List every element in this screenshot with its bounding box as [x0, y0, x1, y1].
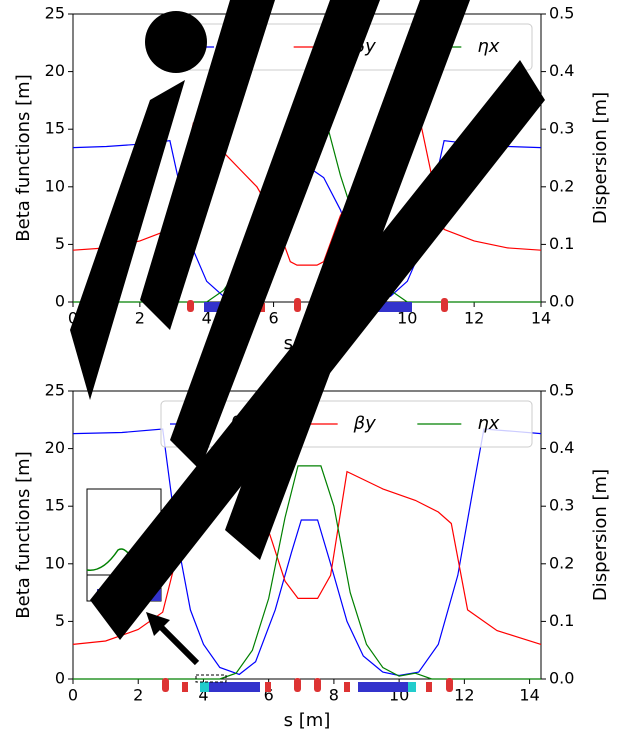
- legend-label: ηx: [477, 36, 499, 57]
- plot-area: [72, 13, 542, 303]
- y2-axis-label: Dispersion [m]: [590, 92, 611, 224]
- y-tick-label: 5: [55, 611, 65, 630]
- y-tick-label: 15: [45, 119, 65, 138]
- series-line: [73, 465, 541, 680]
- x-tick-label: 2: [135, 309, 145, 328]
- x-tick-label: 4: [198, 686, 208, 705]
- x-tick-label: 0: [68, 686, 78, 705]
- y2-axis-label: Dispersion [m]: [590, 469, 611, 601]
- x-tick-label: 6: [264, 686, 274, 705]
- x-tick-label: 12: [464, 309, 484, 328]
- y-tick-label: 25: [45, 4, 65, 23]
- x-tick-label: 0: [68, 309, 78, 328]
- y2-tick-label: 0.0: [549, 669, 574, 688]
- y2-tick-label: 0.4: [549, 438, 574, 457]
- y2-tick-label: 0.3: [549, 119, 574, 138]
- watermark: [70, 0, 545, 640]
- y2-tick-label: 0.5: [549, 381, 574, 400]
- legend-label: βy: [353, 413, 376, 434]
- x-tick-label: 10: [397, 309, 417, 328]
- y2-tick-label: 0.2: [549, 553, 574, 572]
- y-axis-label: Beta functions [m]: [13, 451, 34, 618]
- series-line: [72, 470, 542, 645]
- y2-tick-label: 0.3: [549, 496, 574, 515]
- y2-tick-label: 0.1: [549, 234, 574, 253]
- x-tick-label: 8: [329, 686, 339, 705]
- arrow: [146, 612, 200, 666]
- y-tick-label: 10: [45, 176, 65, 195]
- y-tick-label: 25: [45, 381, 65, 400]
- x-tick-label: 12: [454, 686, 474, 705]
- magnet-layout: [162, 674, 453, 692]
- x-tick-label: 14: [531, 309, 551, 328]
- x-tick-label: 6: [268, 309, 278, 328]
- y-axis-label: Beta functions [m]: [13, 74, 34, 241]
- x-tick-label: 4: [202, 309, 212, 328]
- x-axis-label: s [m]: [284, 710, 331, 731]
- y2-tick-label: 0.5: [549, 4, 574, 23]
- y-tick-label: 0: [55, 292, 65, 311]
- y-tick-label: 20: [45, 61, 65, 80]
- y2-tick-label: 0.0: [549, 292, 574, 311]
- y-tick-label: 10: [45, 553, 65, 572]
- x-tick-label: 14: [519, 686, 539, 705]
- y2-tick-label: 0.4: [549, 61, 574, 80]
- y-tick-label: 0: [55, 669, 65, 688]
- legend-label: ηx: [477, 413, 499, 434]
- y-tick-label: 15: [45, 496, 65, 515]
- y2-tick-label: 0.1: [549, 611, 574, 630]
- series-line: [72, 428, 542, 677]
- y2-tick-label: 0.2: [549, 176, 574, 195]
- y-tick-label: 5: [55, 234, 65, 253]
- y-tick-label: 20: [45, 438, 65, 457]
- x-tick-label: 2: [133, 686, 143, 705]
